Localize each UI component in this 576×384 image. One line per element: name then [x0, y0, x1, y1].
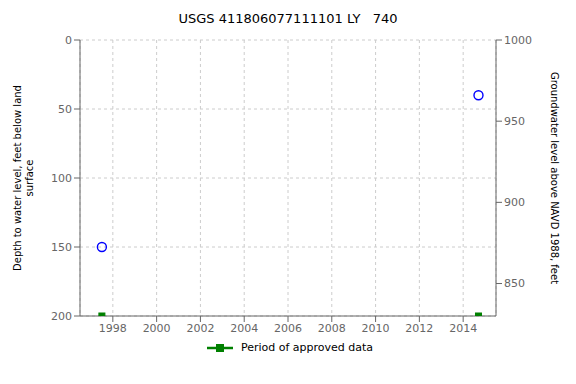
svg-text:150: 150: [51, 241, 72, 254]
svg-text:0: 0: [65, 34, 72, 47]
svg-text:2004: 2004: [230, 322, 258, 335]
svg-text:100: 100: [51, 172, 72, 185]
svg-text:2014: 2014: [449, 322, 477, 335]
svg-text:2008: 2008: [318, 322, 346, 335]
svg-text:900: 900: [504, 196, 525, 209]
svg-text:950: 950: [504, 115, 525, 128]
html-text:Period of approved data: Period of approved data: [240, 341, 374, 354]
svg-text:1998: 1998: [99, 322, 127, 335]
svg-text:2006: 2006: [274, 322, 302, 335]
html-text:surface: surface: [24, 159, 35, 197]
html-text:Depth to water level, feet bel: Depth to water level, feet below land: [12, 85, 23, 271]
html-text:Groundwater level above NAVD 1: Groundwater level above NAVD 1988, feet: [549, 71, 560, 285]
svg-text:2012: 2012: [405, 322, 433, 335]
svg-text:50: 50: [58, 103, 72, 116]
svg-text:2000: 2000: [143, 322, 171, 335]
svg-text:2002: 2002: [186, 322, 214, 335]
svg-text:850: 850: [504, 277, 525, 290]
html-text:USGS 411806077111101 LY 740: USGS 411806077111101 LY 740: [178, 11, 398, 26]
svg-text:1000: 1000: [504, 34, 532, 47]
svg-text:2010: 2010: [362, 322, 390, 335]
svg-text:200: 200: [51, 310, 72, 323]
